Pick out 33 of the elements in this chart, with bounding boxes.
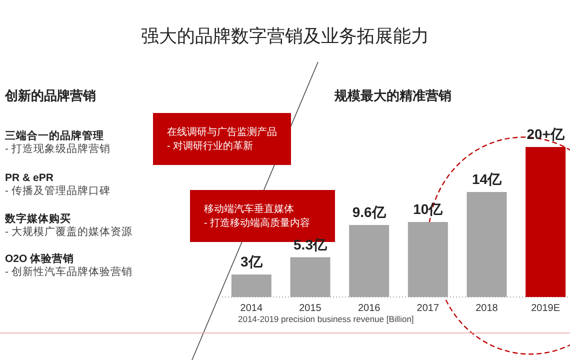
text: 数字媒体购买 — [4, 212, 71, 225]
text: - 打造现象级品牌营销 — [5, 142, 110, 155]
data-label: 20+亿 — [526, 126, 566, 142]
x-tick-label: 2014 — [240, 303, 263, 314]
annotation: - 打造移动端高质量内容 — [204, 217, 310, 229]
text: 三端合一的品牌管理 — [5, 129, 104, 142]
text: O2O 体验营销 — [5, 252, 74, 265]
x-tick-label: 2018 — [476, 303, 498, 314]
text: - 创新性汽车品牌体验营销 — [5, 265, 132, 278]
text: 创新的品牌营销 — [4, 88, 96, 103]
bar — [231, 274, 272, 297]
bar — [290, 257, 330, 297]
data-label: 10亿 — [413, 201, 444, 217]
bar — [349, 225, 390, 297]
bar — [526, 147, 566, 297]
bar — [408, 222, 448, 297]
data-label: 3亿 — [240, 254, 264, 270]
text: - 传播及管理品牌口碑 — [5, 185, 110, 197]
text: PR & ePR — [5, 172, 54, 184]
data-label: 14亿 — [472, 171, 503, 187]
x-axis-title: 2014-2019 precision business revenue [Billion] — [238, 314, 414, 324]
data-label: 9.6亿 — [352, 204, 387, 220]
x-tick-label: 2016 — [358, 303, 381, 314]
x-tick-label: 2017 — [416, 303, 440, 314]
annotation: - 对调研行业的革新 — [167, 140, 254, 152]
x-tick-label: 2015 — [299, 303, 322, 314]
text: 在线调研与广告监测产品 — [167, 126, 277, 138]
text: - 大规模广覆盖的媒体资源 — [5, 225, 132, 238]
chart-title: 强大的品牌数字营销及业务拓展能力 — [141, 26, 429, 46]
x-tick-label: 2019E — [531, 303, 560, 314]
chart-subtitle: 规模最大的精准营销 — [334, 88, 452, 103]
bar — [466, 192, 507, 297]
annotation: 移动端汽车垂直媒体 — [204, 203, 294, 215]
